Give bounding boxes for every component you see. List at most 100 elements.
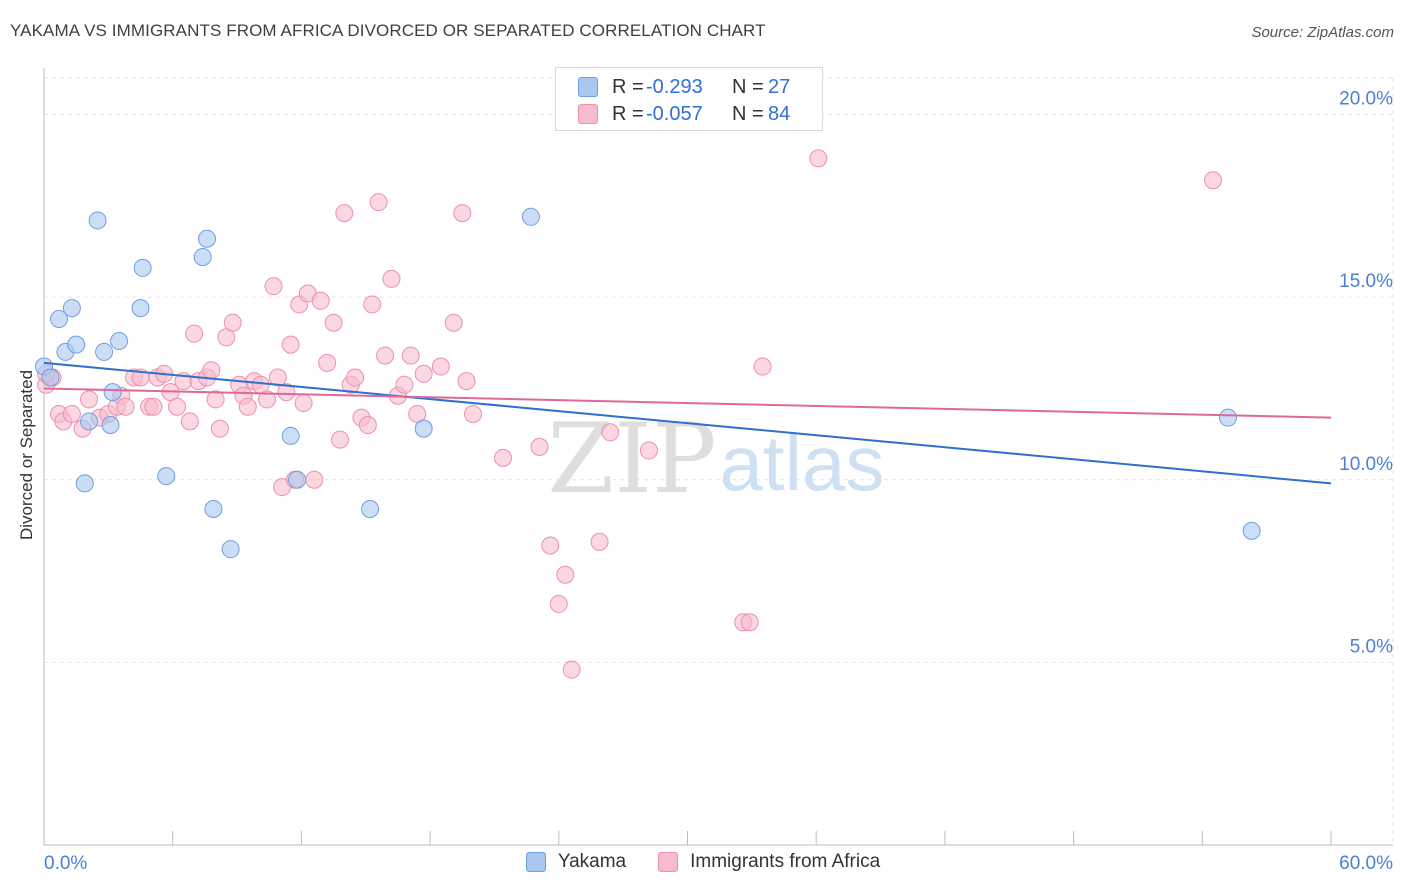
africa-point: [453, 204, 472, 223]
y-tick-label: 10.0%: [1339, 454, 1393, 475]
r-label: R =: [612, 75, 644, 98]
yakama-point: [281, 426, 300, 445]
africa-point: [414, 364, 433, 383]
africa-point: [202, 361, 221, 380]
y-tick-label: 20.0%: [1339, 89, 1393, 110]
trend-lines: [43, 361, 1332, 485]
yakama-point: [521, 207, 540, 226]
n-label: N =: [732, 102, 764, 125]
africa-point: [376, 346, 395, 365]
africa-point: [395, 375, 414, 394]
n-value: 27: [768, 75, 791, 98]
africa-point: [556, 565, 575, 584]
r-value: -0.293: [646, 75, 703, 98]
africa-point: [753, 357, 772, 376]
yakama-point: [157, 467, 176, 486]
africa-point: [369, 193, 388, 212]
watermark-atlas: atlas: [720, 419, 885, 507]
tick-labels: 5.0% 10.0% 15.0% 20.0% 0.0% 60.0%: [44, 89, 1393, 874]
africa-point: [335, 204, 354, 223]
legend-label: Yakama: [557, 851, 627, 872]
yakama-point: [1219, 408, 1238, 427]
yakama-point: [204, 499, 223, 518]
africa-swatch: [658, 852, 679, 872]
legend-label: Immigrants from Africa: [690, 851, 881, 872]
africa-point: [331, 430, 350, 449]
yakama-point: [193, 247, 212, 266]
yakama-point: [62, 299, 81, 318]
africa-point: [639, 441, 658, 460]
africa-trend-line: [43, 387, 1332, 419]
yakama-point: [361, 499, 380, 518]
africa-point: [590, 532, 609, 551]
yakama-point: [95, 342, 114, 361]
n-label: N =: [732, 75, 764, 98]
africa-point: [238, 397, 257, 416]
yakama-point: [131, 299, 150, 318]
axes: [43, 68, 1393, 846]
yakama-point: [50, 310, 69, 329]
stats-row-africa: R = -0.057 N = 84: [578, 101, 790, 127]
yakama-point: [103, 383, 122, 402]
data-points: [35, 149, 1261, 679]
africa-point: [431, 357, 450, 376]
yakama-point: [133, 258, 152, 277]
africa-point: [210, 419, 229, 438]
yakama-point: [414, 419, 433, 438]
legend-item-yakama[interactable]: Yakama: [525, 851, 627, 873]
yakama-point: [221, 540, 240, 559]
series-legend: Yakama Immigrants from Africa: [0, 851, 1406, 873]
africa-point: [562, 660, 581, 679]
africa-point: [457, 372, 476, 391]
watermark-zip: ZIP: [547, 403, 716, 515]
africa-point: [464, 405, 482, 424]
africa-point: [277, 383, 296, 402]
africa-point: [144, 397, 163, 416]
yakama-point: [75, 474, 94, 493]
grid-lines: [44, 77, 1394, 845]
africa-swatch: [578, 104, 598, 124]
africa-point: [1204, 171, 1223, 190]
watermark: ZIP atlas: [547, 403, 884, 515]
legend-item-africa[interactable]: Immigrants from Africa: [658, 851, 880, 873]
yakama-point: [110, 331, 129, 350]
yakama-swatch: [578, 77, 598, 97]
africa-point: [180, 412, 199, 431]
yakama-point: [101, 415, 120, 434]
africa-point: [809, 149, 828, 168]
yakama-point: [198, 229, 217, 248]
stats-legend: R = -0.293 N = 27 R = -0.057 N = 84: [555, 67, 823, 131]
x-tick-label: 60.0%: [1339, 853, 1393, 874]
africa-point: [549, 594, 568, 613]
x-tick-label: 0.0%: [44, 853, 87, 874]
africa-point: [363, 295, 382, 314]
africa-point: [318, 353, 337, 372]
africa-point: [324, 313, 343, 332]
africa-point: [305, 470, 324, 489]
r-value: -0.057: [646, 102, 703, 125]
y-tick-label: 5.0%: [1350, 636, 1393, 657]
yakama-point: [288, 470, 307, 489]
yakama-point: [41, 368, 60, 387]
africa-point: [346, 368, 365, 387]
africa-point: [206, 390, 225, 409]
africa-point: [311, 291, 330, 310]
africa-point: [294, 394, 313, 413]
africa-point: [116, 397, 135, 416]
africa-point: [223, 313, 242, 332]
africa-point: [444, 313, 463, 332]
chart-source: Source: ZipAtlas.com: [1251, 24, 1394, 41]
yakama-point: [88, 211, 107, 230]
africa-point: [268, 368, 287, 387]
yakama-point: [67, 335, 86, 354]
y-tick-label: 15.0%: [1339, 271, 1393, 292]
africa-point: [401, 346, 420, 365]
africa-point: [382, 269, 401, 288]
africa-point: [264, 277, 283, 296]
africa-point: [740, 613, 759, 632]
africa-point: [494, 448, 513, 467]
africa-point: [541, 536, 560, 555]
africa-point: [358, 415, 377, 434]
africa-point: [62, 405, 81, 424]
